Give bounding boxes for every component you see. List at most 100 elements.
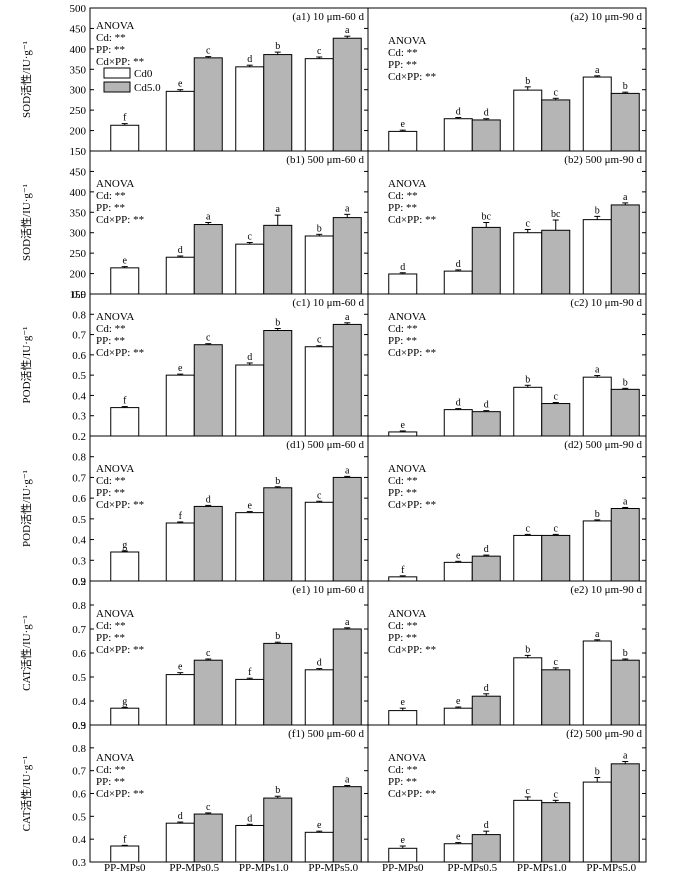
significance-letter: b (317, 223, 322, 234)
y-tick-label: 0.6 (72, 350, 86, 362)
significance-letter: b (623, 81, 628, 92)
bar-cd5 (610, 508, 640, 582)
significance-letter: c (554, 392, 559, 403)
significance-letter: a (345, 25, 350, 36)
anova-line: Cd×PP: ** (96, 499, 144, 511)
y-tick-label: 0.8 (72, 452, 86, 464)
significance-letter: c (206, 46, 211, 57)
bar-cd0 (582, 376, 612, 437)
significance-letter: a (345, 465, 350, 476)
bar-cd0 (304, 346, 334, 437)
bar-cd0 (304, 669, 334, 726)
anova-line: Cd: ** (388, 47, 418, 59)
significance-letter: b (275, 785, 280, 796)
bar-cd0 (582, 781, 612, 863)
significance-letter: c (526, 786, 531, 797)
significance-letter: e (178, 363, 183, 374)
x-tick-label: PP-MPs0 (382, 862, 424, 874)
significance-letter: c (206, 802, 211, 813)
bar-cd0 (110, 845, 140, 863)
y-tick-label: 0.3 (72, 411, 86, 423)
y-tick-label: 0.5 (72, 672, 86, 684)
y-tick-label: 400 (70, 187, 87, 199)
bar-cd5 (541, 403, 571, 437)
y-tick-label: 0.8 (72, 309, 86, 321)
significance-letter: f (123, 834, 127, 845)
anova-line: Cd×PP: ** (388, 214, 436, 226)
bar-cd5 (471, 411, 501, 437)
x-tick-label: PP-MPs1.0 (239, 862, 289, 874)
anova-line: Cd: ** (388, 764, 418, 776)
bar-cd0 (110, 267, 140, 295)
significance-letter: e (248, 501, 253, 512)
anova-title: ANOVA (96, 752, 134, 764)
y-tick-label: 0.7 (72, 624, 86, 636)
bar-cd0 (304, 58, 334, 152)
anova-line: Cd×PP: ** (388, 644, 436, 656)
y-tick-label: 0.2 (72, 576, 86, 588)
significance-letter: b (525, 374, 530, 385)
bar-cd0 (165, 822, 195, 863)
y-tick-label: 0.8 (72, 743, 86, 755)
x-tick-label: PP-MPs5.0 (308, 862, 358, 874)
anova-title: ANOVA (96, 311, 134, 323)
significance-letter: c (248, 232, 253, 243)
anova-title: ANOVA (388, 178, 426, 190)
bar-cd0 (110, 407, 140, 437)
bar-cd0 (110, 707, 140, 726)
y-axis-label: CAT活性/IU·g⁻¹ (19, 615, 33, 691)
y-tick-label: 0.5 (72, 370, 86, 382)
anova-title: ANOVA (96, 463, 134, 475)
y-tick-label: 0.9 (72, 576, 86, 588)
anova-line: PP: ** (388, 202, 417, 214)
significance-letter: e (456, 550, 461, 561)
y-axis-label: SOD活性/IU·g⁻¹ (19, 184, 33, 261)
y-tick-label: 0.8 (72, 600, 86, 612)
anova-line: PP: ** (96, 632, 125, 644)
panel-label: (b2) 500 μm-90 d (564, 154, 642, 166)
anova-line: Cd×PP: ** (388, 788, 436, 800)
y-tick-label: 0.9 (72, 720, 86, 732)
anova-line: Cd: ** (96, 32, 126, 44)
significance-letter: d (317, 658, 322, 669)
bar-cd5 (193, 659, 223, 726)
x-tick-label: PP-MPs5.0 (586, 862, 636, 874)
bar-cd5 (263, 487, 293, 582)
y-axis-label: SOD活性/IU·g⁻¹ (19, 41, 33, 118)
significance-letter: f (179, 511, 183, 522)
significance-letter: c (554, 657, 559, 668)
significance-letter: f (401, 565, 405, 576)
panel-label: (a1) 10 μm-60 d (292, 11, 364, 23)
significance-letter: a (595, 629, 600, 640)
significance-letter: g (122, 696, 127, 707)
y-tick-label: 400 (70, 44, 87, 56)
bar-cd0 (165, 374, 195, 437)
significance-letter: b (525, 76, 530, 87)
significance-letter: d (247, 54, 252, 65)
legend-label: Cd5.0 (134, 82, 161, 94)
bar-cd5 (193, 224, 223, 295)
significance-letter: b (275, 476, 280, 487)
anova-line: Cd×PP: ** (96, 644, 144, 656)
significance-letter: c (317, 335, 322, 346)
bar-cd5 (610, 92, 640, 152)
bar-cd0 (513, 657, 543, 726)
y-axis-label: POD活性/IU·g⁻¹ (19, 327, 33, 404)
bar-cd0 (304, 235, 334, 295)
significance-letter: a (345, 775, 350, 786)
significance-letter: c (526, 218, 531, 229)
bar-cd5 (541, 99, 571, 152)
bar-cd5 (263, 797, 293, 863)
bar-cd0 (388, 130, 418, 152)
significance-letter: f (123, 113, 127, 124)
significance-letter: f (123, 396, 127, 407)
significance-letter: d (484, 820, 489, 831)
anova-line: PP: ** (388, 776, 417, 788)
y-tick-label: 300 (70, 228, 87, 240)
bar-cd0 (582, 640, 612, 726)
anova-line: PP: ** (388, 632, 417, 644)
bar-cd5 (332, 628, 362, 726)
significance-letter: f (248, 667, 252, 678)
